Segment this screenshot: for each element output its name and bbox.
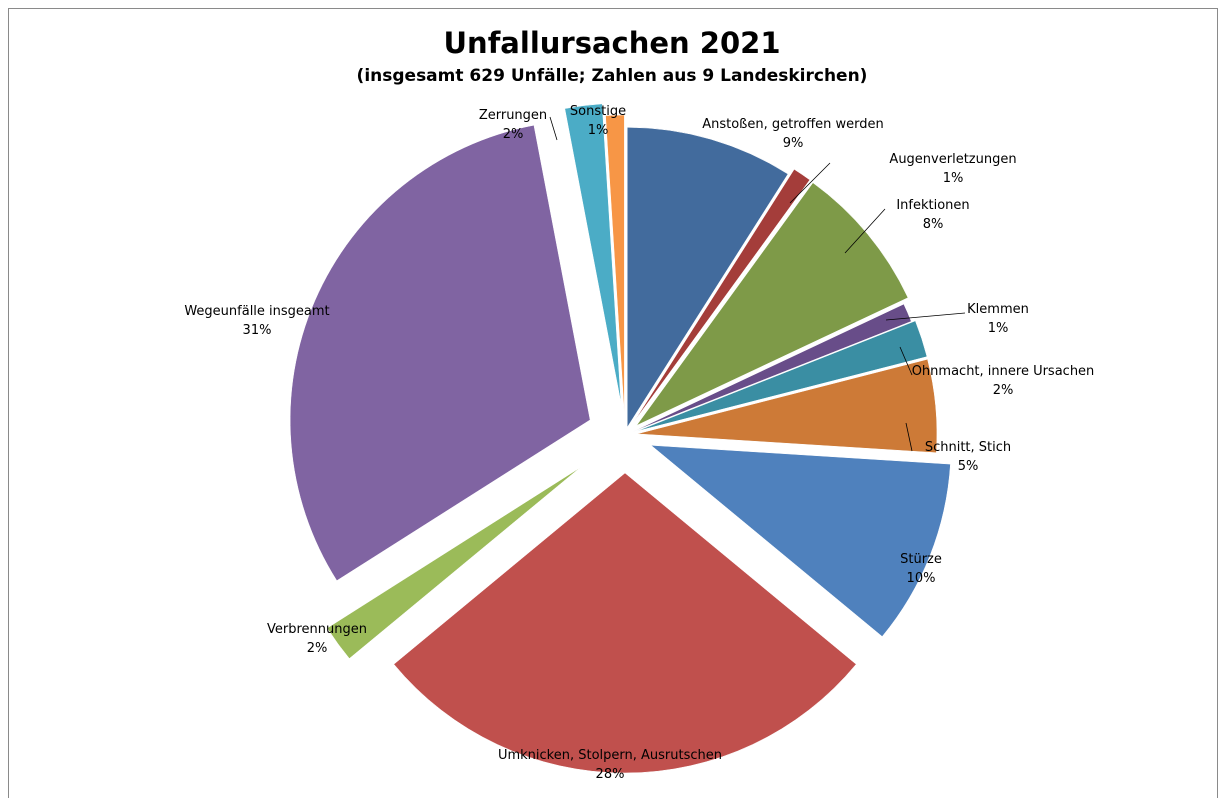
pie-slice-anstossen-getroffen-werden <box>626 127 789 429</box>
chart-subtitle: (insgesamt 629 Unfälle; Zahlen aus 9 Lan… <box>357 66 868 86</box>
slice-label-name: Ohnmacht, innere Ursachen <box>912 364 1095 379</box>
pie-slice-zerrungen <box>564 103 622 404</box>
slice-label-value: 1% <box>588 123 609 138</box>
pie-slice-stuerze <box>650 445 951 637</box>
slice-label-stuerze: Stürze 10% <box>900 552 942 586</box>
slice-label-value: 2% <box>993 383 1014 398</box>
leader-line-ohnmacht-innere-ursachen <box>899 346 913 376</box>
slice-label-name: Sonstige <box>570 104 626 119</box>
slice-label-wegeunfaelle-insgeamt: Wegeunfälle insgeamt 31% <box>184 304 329 338</box>
pie-slice-infektionen <box>636 182 909 426</box>
slice-label-value: 2% <box>307 641 328 656</box>
slice-label-value: 9% <box>783 136 804 151</box>
slice-label-klemmen: Klemmen 1% <box>967 302 1029 336</box>
slice-label-name: Zerrungen <box>479 108 547 123</box>
pie-slice-klemmen <box>632 303 912 433</box>
pie-slice-sonstige <box>605 114 625 416</box>
chart-title: Unfallursachen 2021 <box>444 26 781 60</box>
slice-label-name: Klemmen <box>967 302 1029 317</box>
leader-line-klemmen <box>885 312 966 321</box>
slice-label-value: 5% <box>958 459 979 474</box>
slice-label-ohnmacht-innere-ursachen: Ohnmacht, innere Ursachen 2% <box>912 364 1095 398</box>
slice-label-umknicken-stolpern-ausrutschen: Umknicken, Stolpern, Ausrutschen 28% <box>498 748 722 782</box>
leader-lines <box>549 116 966 452</box>
pie-slice-augenverletzungen <box>633 168 811 423</box>
slice-label-name: Umknicken, Stolpern, Ausrutschen <box>498 748 722 763</box>
slice-label-value: 28% <box>596 767 625 782</box>
slice-label-name: Augenverletzungen <box>889 152 1016 167</box>
pie-slice-schnitt-stich <box>636 358 938 453</box>
leader-line-augenverletzungen <box>789 162 831 204</box>
slice-label-verbrennungen: Verbrennungen 2% <box>267 622 367 656</box>
slice-label-value: 10% <box>907 571 936 586</box>
pie-slice-wegeunfaelle-insgeamt <box>289 124 591 582</box>
pie-slice-umknicken-stolpern-ausrutschen <box>393 472 857 774</box>
leader-line-schnitt-stich <box>905 422 913 452</box>
pie-slice-ohnmacht-innere-ursachen <box>636 320 928 432</box>
pie-slice-verbrennungen <box>326 467 581 659</box>
slice-label-name: Anstoßen, getroffen werden <box>702 117 884 132</box>
slice-label-value: 1% <box>943 171 964 186</box>
slice-labels: Anstoßen, getroffen werden 9% Augenverletz… <box>184 104 1094 782</box>
slice-label-value: 1% <box>988 321 1009 336</box>
leader-line-infektionen <box>844 208 886 254</box>
slice-label-schnitt-stich: Schnitt, Stich 5% <box>925 440 1011 474</box>
slice-label-name: Schnitt, Stich <box>925 440 1011 455</box>
slice-label-value: 8% <box>923 217 944 232</box>
slice-label-name: Infektionen <box>896 198 969 213</box>
slice-label-sonstige: Sonstige 1% <box>570 104 626 138</box>
slice-label-value: 31% <box>243 323 272 338</box>
slice-label-name: Verbrennungen <box>267 622 367 637</box>
leader-line-zerrungen <box>549 116 558 141</box>
slice-label-value: 2% <box>503 127 524 142</box>
slice-label-zerrungen: Zerrungen 2% <box>479 108 547 142</box>
slice-label-infektionen: Infektionen 8% <box>896 198 969 232</box>
slice-label-augenverletzungen: Augenverletzungen 1% <box>889 152 1016 186</box>
slice-label-name: Wegeunfälle insgeamt <box>184 304 329 319</box>
slice-label-anstossen-getroffen-werden: Anstoßen, getroffen werden 9% <box>702 117 884 151</box>
pie-slices <box>289 103 951 774</box>
slice-label-name: Stürze <box>900 552 942 567</box>
chart-frame <box>8 8 1218 798</box>
